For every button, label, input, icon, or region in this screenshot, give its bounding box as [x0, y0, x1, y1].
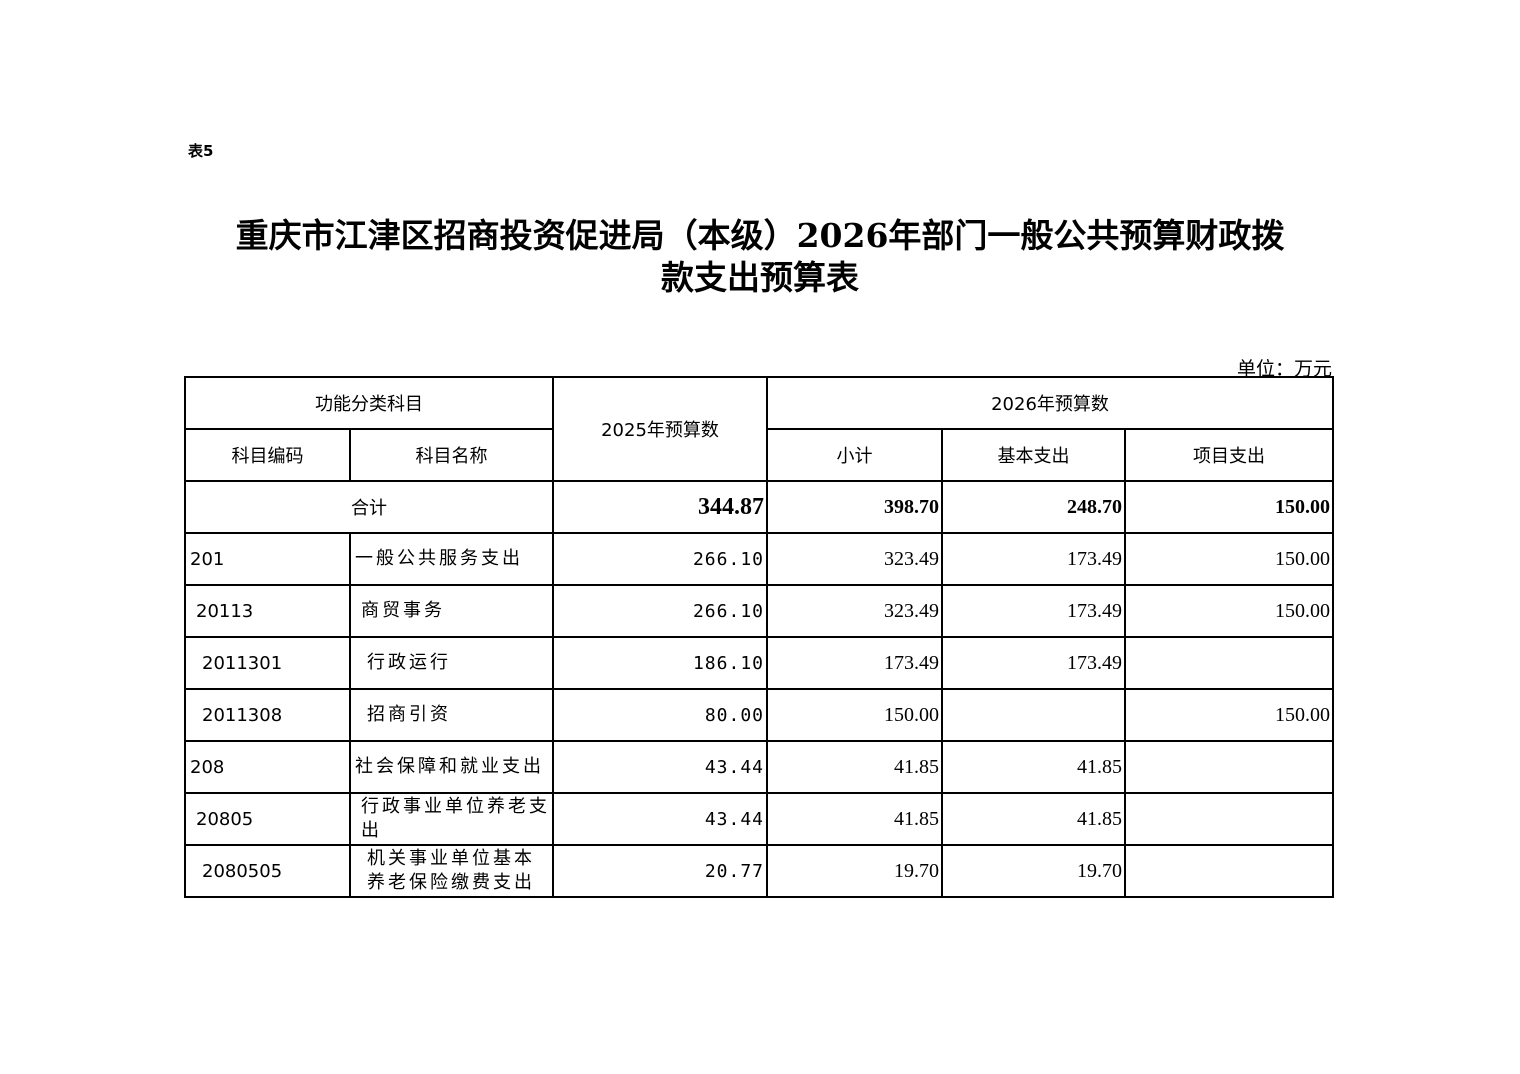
total-2025: 344.87: [552, 480, 768, 534]
budget-table: 功能分类科目 2025年预算数 2026年预算数 科目编码 科目名称 小计 基本…: [184, 376, 1334, 898]
header-functional-category: 功能分类科目: [184, 376, 554, 430]
table-row: 2011308 招商引资 80.00 150.00 150.00: [184, 688, 1334, 742]
total-project: 150.00: [1124, 480, 1334, 534]
row-budget-2025: 20.77: [552, 844, 768, 898]
row-basic: 19.70: [941, 844, 1126, 898]
row-subtotal: 41.85: [766, 792, 943, 846]
total-basic: 248.70: [941, 480, 1126, 534]
row-name: 招商引资: [349, 688, 554, 742]
row-code: 20113: [184, 584, 351, 638]
row-project: 150.00: [1124, 688, 1334, 742]
row-subtotal: 150.00: [766, 688, 943, 742]
table-row: 208 社会保障和就业支出 43.44 41.85 41.85: [184, 740, 1334, 794]
row-project: 150.00: [1124, 532, 1334, 586]
row-subtotal: 173.49: [766, 636, 943, 690]
table-row: 201 一般公共服务支出 266.10 323.49 173.49 150.00: [184, 532, 1334, 586]
row-name: 商贸事务: [349, 584, 554, 638]
row-basic: 173.49: [941, 636, 1126, 690]
row-budget-2025: 266.10: [552, 584, 768, 638]
row-basic: 41.85: [941, 740, 1126, 794]
title-line-2: 款支出预算表: [661, 258, 859, 297]
unit-label: 单位：万元: [1236, 358, 1332, 380]
header-budget-2026: 2026年预算数: [766, 376, 1334, 430]
row-code: 2011308: [184, 688, 351, 742]
table-row: 2011301 行政运行 186.10 173.49 173.49: [184, 636, 1334, 690]
title-line-1: 重庆市江津区招商投资促进局（本级）2026年部门一般公共预算财政拨: [235, 216, 1285, 255]
header-row-2: 科目编码 科目名称 小计 基本支出 项目支出: [184, 428, 1334, 482]
row-basic: 173.49: [941, 532, 1126, 586]
row-budget-2025: 43.44: [552, 792, 768, 846]
row-subtotal: 323.49: [766, 532, 943, 586]
row-code: 2080505: [184, 844, 351, 898]
total-subtotal: 398.70: [766, 480, 943, 534]
total-label: 合计: [184, 480, 554, 534]
row-name: 行政事业单位养老支出: [349, 792, 554, 846]
row-code: 208: [184, 740, 351, 794]
header-code: 科目编码: [184, 428, 351, 482]
row-budget-2025: 43.44: [552, 740, 768, 794]
row-project: 150.00: [1124, 584, 1334, 638]
table-row: 20805 行政事业单位养老支出 43.44 41.85 41.85: [184, 792, 1334, 846]
row-code: 2011301: [184, 636, 351, 690]
table-label: 表5: [188, 142, 214, 160]
header-budget-2025: 2025年预算数: [552, 376, 768, 482]
row-project: [1124, 844, 1334, 898]
row-project: [1124, 792, 1334, 846]
row-subtotal: 19.70: [766, 844, 943, 898]
row-project: [1124, 740, 1334, 794]
header-basic: 基本支出: [941, 428, 1126, 482]
header-subtotal: 小计: [766, 428, 943, 482]
row-basic: 173.49: [941, 584, 1126, 638]
table-row: 2080505 机关事业单位基本养老保险缴费支出 20.77 19.70 19.70: [184, 844, 1334, 898]
header-name: 科目名称: [349, 428, 554, 482]
row-name: 机关事业单位基本养老保险缴费支出: [349, 844, 554, 898]
row-name: 一般公共服务支出: [349, 532, 554, 586]
row-code: 201: [184, 532, 351, 586]
row-name: 社会保障和就业支出: [349, 740, 554, 794]
total-row: 合计 344.87 398.70 248.70 150.00: [184, 480, 1334, 534]
row-subtotal: 323.49: [766, 584, 943, 638]
table-row: 20113 商贸事务 266.10 323.49 173.49 150.00: [184, 584, 1334, 638]
row-name: 行政运行: [349, 636, 554, 690]
header-row-1: 功能分类科目 2025年预算数 2026年预算数: [184, 376, 1334, 482]
page-title: 重庆市江津区招商投资促进局（本级）2026年部门一般公共预算财政拨 款支出预算表: [180, 215, 1340, 299]
row-budget-2025: 80.00: [552, 688, 768, 742]
row-code: 20805: [184, 792, 351, 846]
row-project: [1124, 636, 1334, 690]
header-project: 项目支出: [1124, 428, 1334, 482]
row-basic: 41.85: [941, 792, 1126, 846]
row-subtotal: 41.85: [766, 740, 943, 794]
row-budget-2025: 186.10: [552, 636, 768, 690]
row-basic: [941, 688, 1126, 742]
row-budget-2025: 266.10: [552, 532, 768, 586]
